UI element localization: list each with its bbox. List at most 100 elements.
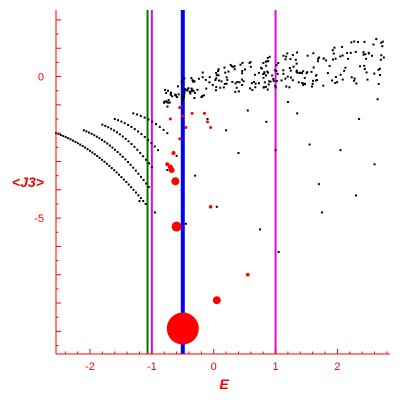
data-point-46	[103, 140, 106, 143]
data-point-98	[139, 114, 142, 117]
data-point-341	[301, 81, 304, 84]
data-point-314	[260, 66, 263, 69]
data-point-240	[370, 54, 373, 57]
data-point-285	[190, 90, 193, 93]
data-point-51	[116, 151, 119, 154]
data-point-101	[151, 120, 154, 123]
data-point-275	[353, 40, 356, 43]
data-point-143	[357, 41, 360, 44]
data-point-71	[121, 135, 124, 138]
data-point-227	[355, 82, 358, 85]
data-point-251	[182, 96, 185, 99]
data-point-145	[331, 58, 334, 61]
data-point-323	[292, 65, 295, 68]
data-point-123	[263, 81, 266, 84]
data-point-268	[163, 100, 166, 103]
red-point-12	[178, 106, 182, 110]
data-point-200	[276, 72, 279, 75]
data-point-270	[303, 82, 306, 85]
data-point-85	[123, 122, 126, 125]
data-point-333	[353, 79, 356, 82]
data-point-279	[302, 83, 305, 86]
data-point-215	[240, 78, 243, 81]
data-point-32	[132, 188, 135, 191]
data-point-14	[88, 149, 91, 152]
data-point-210	[204, 78, 207, 81]
data-point-82	[113, 118, 116, 121]
data-point-325	[183, 89, 186, 92]
data-point-165	[353, 77, 356, 80]
data-point-353	[214, 89, 217, 92]
x-tick-label: 1	[273, 361, 279, 373]
data-point-229	[241, 84, 244, 87]
red-point-5	[167, 164, 173, 170]
red-point-14	[206, 120, 210, 124]
data-point-336	[310, 85, 313, 88]
data-point-198	[310, 70, 313, 73]
data-point-303	[257, 82, 260, 85]
data-point-140	[222, 86, 225, 89]
data-point-174	[271, 74, 274, 77]
data-point-259	[241, 61, 244, 64]
data-point-334	[193, 96, 196, 99]
red-point-11	[168, 117, 172, 121]
data-point-364	[289, 76, 292, 79]
data-point-150	[223, 66, 226, 69]
data-point-300	[302, 70, 305, 73]
data-point-282	[297, 81, 300, 84]
data-point-92	[147, 138, 150, 141]
data-point-383	[358, 118, 361, 121]
data-point-9	[76, 142, 79, 145]
data-point-312	[263, 71, 266, 74]
data-point-293	[186, 89, 189, 92]
data-point-262	[267, 83, 270, 86]
data-point-73	[127, 140, 130, 143]
data-point-307	[334, 81, 337, 84]
data-point-319	[367, 51, 370, 54]
data-point-308	[253, 80, 256, 83]
data-point-88	[133, 128, 136, 131]
data-point-179	[223, 82, 226, 85]
data-point-4	[64, 136, 67, 139]
data-point-141	[330, 79, 333, 82]
data-point-60	[139, 175, 142, 178]
red-point-6	[165, 162, 170, 167]
data-point-57	[132, 166, 135, 169]
data-point-281	[230, 65, 233, 68]
data-point-39	[85, 130, 88, 133]
data-point-149	[318, 56, 321, 59]
data-point-237	[296, 51, 299, 54]
data-point-31	[130, 186, 133, 189]
data-point-266	[295, 62, 298, 65]
x-tick-label: 0	[211, 361, 217, 373]
data-point-191	[363, 64, 366, 67]
x-tick-label: -1	[147, 361, 157, 373]
data-point-83	[117, 119, 120, 122]
data-point-244	[380, 54, 383, 57]
data-point-42	[93, 134, 96, 137]
data-point-221	[176, 85, 179, 88]
data-point-347	[362, 53, 365, 56]
data-point-283	[317, 57, 320, 60]
data-point-185	[285, 55, 288, 58]
data-point-289	[183, 91, 186, 94]
data-point-195	[306, 54, 309, 57]
data-point-117	[375, 38, 378, 41]
data-point-139	[264, 74, 267, 77]
data-point-152	[295, 70, 298, 73]
data-point-306	[186, 88, 189, 91]
data-point-239	[235, 86, 238, 89]
data-point-278	[167, 98, 170, 101]
x-tick-label: 2	[334, 361, 340, 373]
data-point-166	[274, 86, 277, 89]
data-point-2	[59, 133, 62, 136]
data-point-102	[154, 123, 157, 126]
data-point-238	[225, 82, 228, 85]
data-point-115	[289, 69, 292, 72]
data-point-214	[350, 76, 353, 79]
data-point-276	[354, 50, 357, 53]
data-point-147	[236, 80, 239, 83]
data-point-63	[147, 185, 150, 188]
data-point-368	[166, 168, 169, 171]
data-point-316	[381, 45, 384, 48]
